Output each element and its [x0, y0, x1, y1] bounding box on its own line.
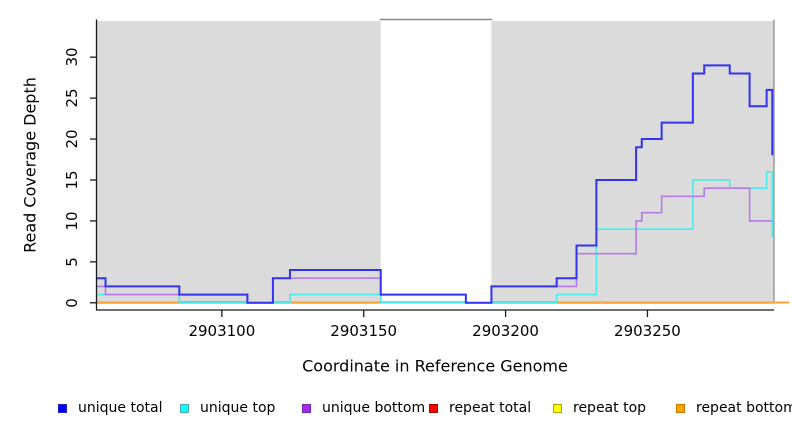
right-gray-block [491, 21, 774, 304]
y-tick-label: 0 [63, 298, 81, 308]
unique-top-swatch-icon [180, 403, 189, 413]
legend-item-repeat-total: repeat total [429, 399, 531, 417]
repeat-bottom-swatch-icon [676, 403, 685, 413]
y-tick-label: 25 [63, 88, 81, 108]
y-tick-label: 15 [63, 170, 81, 190]
legend-item-repeat-top: repeat top [553, 399, 646, 417]
y-axis-title: Read Coverage Depth [20, 77, 40, 253]
x-tick-label: 2903100 [188, 322, 256, 340]
y-tick-label: 30 [63, 47, 81, 67]
x-tick-label: 2903150 [330, 322, 398, 340]
unique-bottom-swatch-icon [302, 403, 311, 413]
legend-label: repeat top [573, 400, 647, 416]
legend-label: unique top [200, 400, 276, 416]
repeat-total-swatch-icon [429, 403, 438, 413]
x-tick-label: 2903200 [472, 322, 539, 340]
unique-total-swatch-icon [58, 403, 67, 413]
series-line-unique-top [97, 170, 774, 304]
legend-label: repeat total [449, 400, 532, 416]
legend-item-unique-bottom: unique bottom [302, 399, 425, 417]
x-axis-title: Coordinate in Reference Genome [302, 356, 568, 376]
legend-label: repeat bottom [696, 400, 792, 416]
legend: unique total unique top unique bottom re… [0, 399, 792, 421]
legend-item-unique-total: unique total [58, 399, 162, 417]
legend-item-repeat-bottom: repeat bottom [676, 399, 792, 417]
y-tick-label: 20 [63, 129, 81, 149]
repeat-top-swatch-icon [553, 403, 562, 413]
y-tick-label: 5 [63, 257, 81, 267]
y-tick-label: 10 [63, 211, 81, 231]
legend-label: unique bottom [322, 400, 426, 416]
x-tick-label: 2903250 [614, 322, 681, 340]
legend-item-unique-top: unique top [180, 399, 275, 417]
series-line-unique-total [97, 64, 774, 304]
left-gray-block [97, 21, 381, 304]
legend-label: unique total [78, 400, 163, 416]
